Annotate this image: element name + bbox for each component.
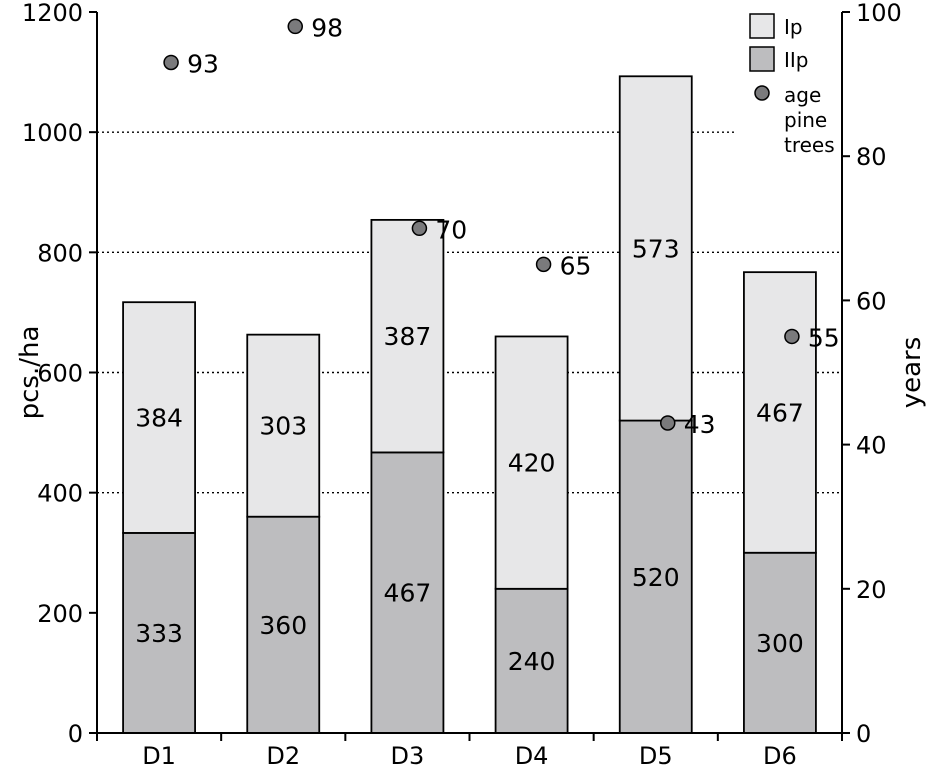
x-tick-label: D3 [391,742,425,768]
y2-tick-label: 100 [856,0,902,27]
y2-tick-label: 40 [856,432,887,460]
x-tick-label: D6 [763,742,797,768]
bar-value-label: 520 [632,563,680,592]
y-tick-label: 0 [68,720,83,748]
bar-ip [122,301,196,534]
bar-value-label: 333 [135,619,183,648]
bar-value-label: 467 [384,579,432,608]
y2-axis-title: years [897,337,927,409]
bar-iip [246,515,321,734]
bar-value-label: 300 [756,629,804,658]
y-tick-label: 200 [37,600,83,628]
x-tick-label: D5 [639,742,673,768]
age-value-label: 93 [187,49,219,78]
y-tick-label: 400 [37,480,83,508]
x-tick-label: D2 [266,742,300,768]
legend-swatch-iip [749,46,775,72]
age-value-label: 98 [311,13,343,42]
bar-iip [122,532,196,734]
legend-swatch-ip [749,13,775,39]
axes: 0 200 400 600 800 1000 1200 0 20 40 60 80 100 D1 D2 D3 D… [15,0,927,768]
bar-ip [743,271,817,554]
age-point [784,328,800,345]
bar-value-label: 387 [384,322,432,351]
age-point [660,415,676,431]
x-tick-label: D1 [142,742,176,768]
bar-iip [743,551,817,734]
bar-value-label: 360 [259,611,307,640]
y-axis-title: pcs./ha [15,326,45,420]
age-value-label: 43 [684,410,716,439]
legend-label-age: age [784,83,821,107]
legend-label-iip: IIp [784,48,809,72]
legend-label-age: pine [784,108,827,132]
bar-value-label: 420 [508,449,556,478]
x-tick-label: D4 [515,742,549,768]
bar-iip [494,587,569,734]
bar-ip [246,333,321,518]
age-points [163,18,800,431]
y2-tick-label: 0 [856,720,871,748]
y-tick-label: 1000 [22,119,83,147]
y-tick-label: 1200 [22,0,83,27]
age-value-label: 70 [435,215,467,244]
age-point [287,18,303,35]
y2-tick-label: 20 [856,576,887,604]
y-tick-label: 600 [37,360,83,388]
bar-value-label: 573 [632,234,680,263]
legend-marker-age [754,85,770,101]
age-point [163,54,179,71]
bars [122,75,817,734]
bar-iip [618,419,693,734]
y-tick-label: 800 [37,239,83,267]
bar-ip [370,218,445,454]
y2-tick-label: 80 [856,143,887,171]
age-point [411,220,428,237]
bar-ip [618,75,693,422]
bar-value-label: 384 [135,404,183,433]
legend-label-ip: Ip [784,15,803,39]
age-value-label: 55 [808,323,840,352]
bar-value-label: 240 [508,647,556,676]
bar-ip [494,335,569,590]
age-value-label: 65 [560,251,592,280]
bar-value-label: 467 [756,398,804,427]
age-point [535,256,552,273]
bar-value-label: 303 [259,412,307,441]
y2-tick-label: 60 [856,287,887,315]
gridlines [97,131,842,494]
legend-label-age: trees [784,133,835,157]
labels: 333 384 360 303 467 387 240 420 520 573 300 467 93 98… [135,13,840,675]
